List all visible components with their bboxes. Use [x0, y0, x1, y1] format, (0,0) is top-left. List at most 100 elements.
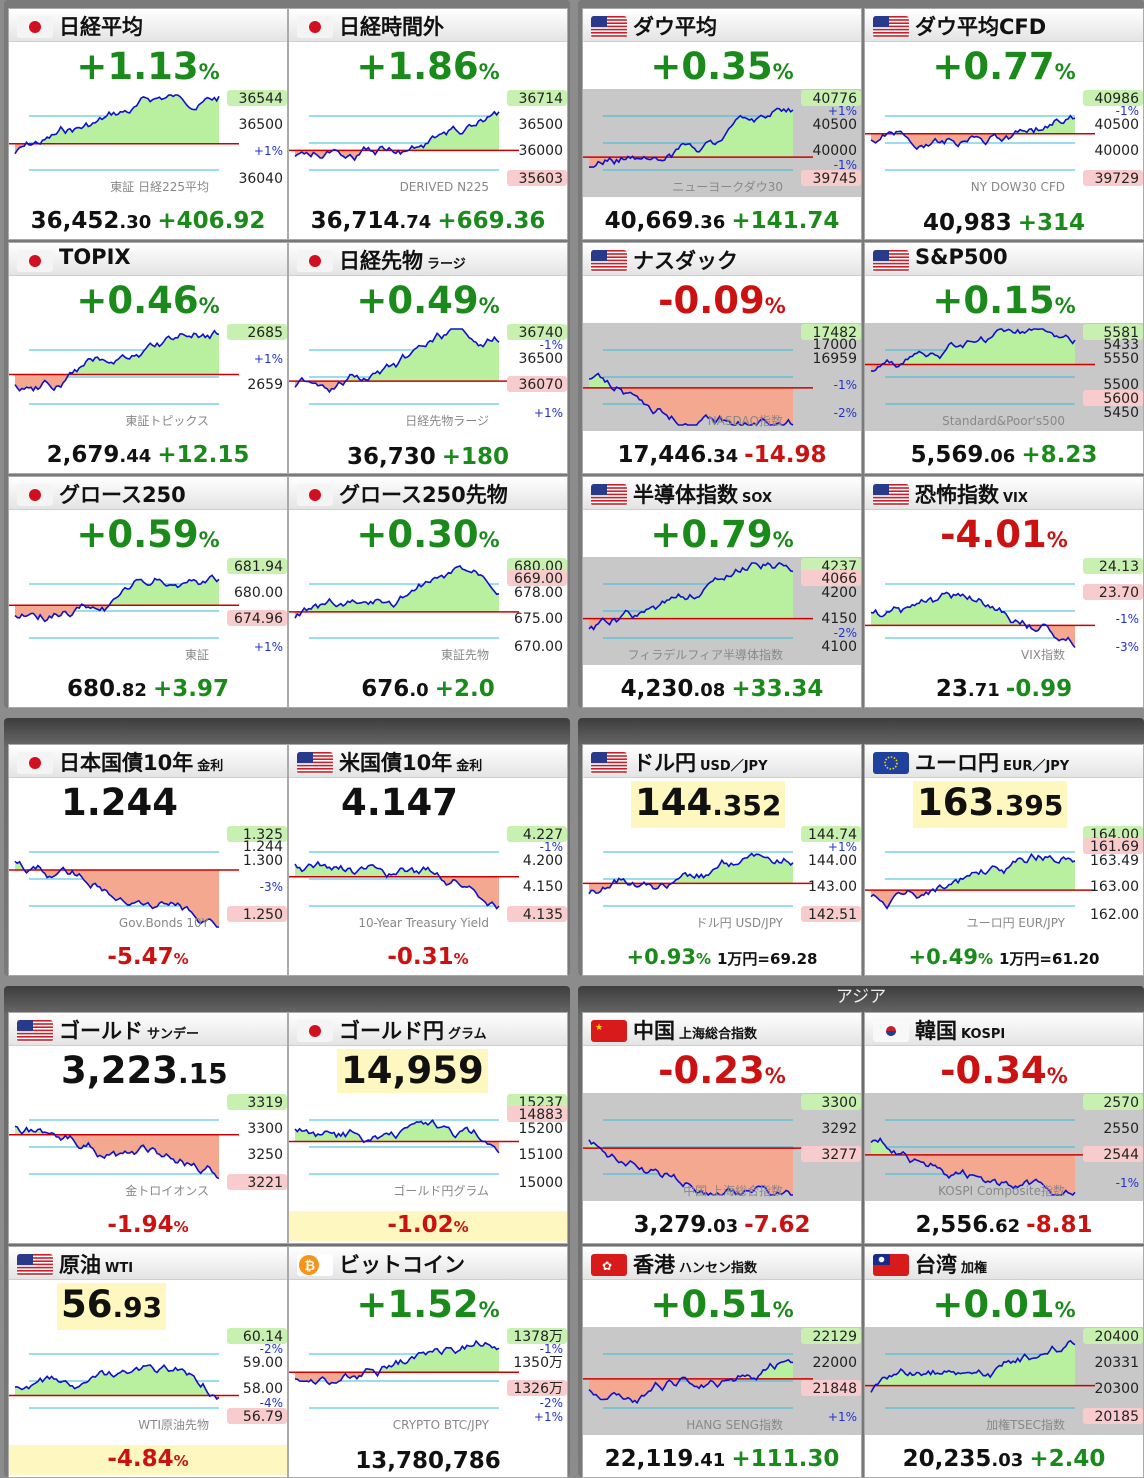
price-chart: ドル円 USD/JPY 144.74 144.00 143.00 142.51 +1% — [583, 826, 861, 930]
market-card-eurjpy[interactable]: ユーロ円 EUR／JPY 163.395 ユーロ円 EUR/JPY 164.00 163.… — [864, 744, 1144, 976]
market-card-oil[interactable]: 原油 WTI 56.93 WTI原油先物 60.14 59.00 58.00 56.79 -2%… — [8, 1246, 288, 1478]
price-chart: 10-Year Treasury Yield 4.227 4.200 4.150 4.1… — [289, 826, 567, 930]
flag-icon — [873, 752, 909, 774]
card-subtitle: KOSPI — [961, 1027, 1006, 1042]
market-card-nikkei[interactable]: 日経平均 +1.13% 東証 日経225平均 36544 36500 +1% 36040 36… — [8, 8, 288, 240]
card-title: 日経時間外 — [339, 15, 444, 39]
market-card-growth250-fut[interactable]: グロース250先物 +0.30% 東証先物 680.00 678.00 675.00 670… — [288, 476, 568, 708]
card-header: グロース250先物 — [289, 477, 567, 510]
market-card-usdjpy[interactable]: ドル円 USD／JPY 144.352 ドル円 USD/JPY 144.74 144.00… — [582, 744, 862, 976]
market-card-growth250[interactable]: グロース250 +0.59% 東証 681.94 680.00 674.96 +1% 680.… — [8, 476, 288, 708]
chart-watermark: Gov.Bonds 10Y — [119, 916, 210, 930]
price-change: +2.40 — [1029, 1446, 1106, 1472]
price-value: 680.82 — [67, 676, 147, 702]
chart-axis-label: 15200 — [518, 1121, 563, 1137]
market-card-dow[interactable]: ダウ平均 +0.35% ニューヨークダウ30 40776 40500 40000 39745… — [582, 8, 862, 240]
chart-axis-label: +1% — [254, 144, 283, 158]
chart-axis-label: 161.69 — [1090, 839, 1139, 855]
percent-change: +0.46% — [76, 279, 220, 322]
current-value: 14,959 — [337, 1049, 488, 1093]
card-header: 原油 WTI — [9, 1247, 287, 1280]
price-row: 680.82 +3.97 — [9, 675, 287, 705]
chart-watermark: フィラデルフィア半導体指数 — [627, 647, 783, 662]
market-card-hk[interactable]: ✿ 香港 ハンセン指数 +0.51% HANG SENG指数 22129 22000 2184… — [582, 1246, 862, 1478]
market-card-gold-jpy[interactable]: ゴールド円 グラム 14,959 ゴールド円グラム 15237 15200 15100 150… — [288, 1012, 568, 1244]
chart-watermark: VIX指数 — [1021, 647, 1065, 662]
price-chart: WTI原油先物 60.14 59.00 58.00 56.79 -2% -4% — [9, 1328, 287, 1432]
percent-change: +1.86% — [356, 45, 500, 88]
market-card-nikkei-fut[interactable]: 日経先物 ラージ +0.49% 日経先物ラージ 36740 36500 36070 +1% -1… — [288, 242, 568, 474]
percent-change: -1.02% — [289, 1211, 567, 1241]
chart-axis-label: 24.13 — [1099, 559, 1139, 575]
market-card-sox[interactable]: 半導体指数 SOX +0.79% フィラデルフィア半導体指数 4237 4200 4150 4… — [582, 476, 862, 708]
chart-axis-label: 20400 — [1094, 1329, 1139, 1345]
card-subtitle: サンデー — [147, 1027, 200, 1042]
chart-watermark: Standard&Poor's500 — [942, 414, 1065, 428]
chart-watermark: ユーロ円 EUR/JPY — [967, 916, 1066, 930]
card-subtitle: SOX — [742, 491, 772, 506]
price-change: -0.99 — [1005, 676, 1073, 702]
market-card-korea[interactable]: 韓国 KOSPI -0.34% KOSPI Composite指数 2570 2550 25… — [864, 1012, 1144, 1244]
flag-icon — [297, 250, 333, 272]
card-header: 日経平均 — [9, 9, 287, 42]
market-card-ust10[interactable]: 米国債10年 金利 4.147 10-Year Treasury Yield 4.227… — [288, 744, 568, 976]
price-value: 676.0 — [361, 676, 429, 702]
chart-axis-label: 1326万 — [513, 1381, 563, 1397]
card-header: ダウ平均 — [583, 9, 861, 42]
price-chart: CRYPTO BTC/JPY 1378万 1350万 1326万 +1% -1% -2% — [289, 1328, 567, 1432]
chart-watermark: CRYPTO BTC/JPY — [393, 1418, 490, 1432]
market-card-topix[interactable]: TOPIX +0.46% 東証トピックス 2685 +1% 2659 2,679.44 +12… — [8, 242, 288, 474]
chart-axis-label: 681.94 — [234, 559, 283, 575]
chart-axis-label: 4.135 — [523, 907, 563, 923]
market-card-bitcoin[interactable]: ₿ ビットコイン +1.52% CRYPTO BTC/JPY 1378万 1350万 132… — [288, 1246, 568, 1478]
price-row: 40,983 +314 — [865, 209, 1143, 237]
card-subtitle: ハンセン指数 — [679, 1261, 758, 1276]
price-chart: 東証 日経225平均 36544 36500 +1% 36040 — [9, 90, 287, 194]
price-change: +33.34 — [731, 676, 824, 702]
flag-icon — [17, 752, 53, 774]
price-change: +111.30 — [731, 1446, 840, 1472]
price-row: 22,119.41 +111.30 — [583, 1445, 861, 1475]
chart-axis-label: 3221 — [247, 1175, 283, 1191]
svg-text:✿: ✿ — [602, 1259, 612, 1273]
chart-axis-label: 3250 — [247, 1147, 283, 1163]
percent-change: -4.84% — [9, 1445, 287, 1475]
market-card-gold[interactable]: ゴールド サンデー 3,223.15 金トロイオンス 3319 3300 3250 3221 -… — [8, 1012, 288, 1244]
price-value: 4,230.08 — [620, 676, 726, 702]
flag-icon — [591, 250, 627, 272]
price-chart: HANG SENG指数 22129 22000 21848 +1% — [583, 1327, 861, 1435]
chart-axis-label: 3319 — [247, 1095, 283, 1111]
card-subtitle: 上海総合指数 — [679, 1027, 758, 1042]
price-row: 20,235.03 +2.40 — [865, 1445, 1143, 1475]
percent-change: +0.49% — [356, 279, 500, 322]
chart-axis-label: 20331 — [1094, 1355, 1139, 1371]
chart-watermark: NY DOW30 CFD — [971, 180, 1065, 194]
flag-icon — [873, 484, 909, 506]
market-card-taiwan[interactable]: 台湾 加権 +0.01% 加権TSEC指数 20400 20331 20300 20185 20… — [864, 1246, 1144, 1478]
market-card-vix[interactable]: 恐怖指数 VIX -4.01% VIX指数 24.13 23.70 -1% -3% 23.71-… — [864, 476, 1144, 708]
svg-text:★: ★ — [595, 1023, 603, 1033]
price-change: +8.23 — [1021, 442, 1098, 468]
chart-axis-label: 4200 — [821, 585, 857, 601]
price-value: 2,679.44 — [46, 442, 152, 468]
chart-axis-label: 1350万 — [513, 1355, 563, 1371]
card-subtitle: グラム — [448, 1027, 487, 1042]
card-subtitle: 加権 — [961, 1261, 988, 1276]
price-row: 5,569.06 +8.23 — [865, 441, 1143, 471]
market-card-sp500[interactable]: S&P500 +0.15% Standard&Poor's500 5581 5550 55… — [864, 242, 1144, 474]
chart-axis-label: 163.00 — [1090, 879, 1139, 895]
flag-icon — [297, 752, 333, 774]
market-card-jgb10[interactable]: 日本国債10年 金利 1.244 Gov.Bonds 10Y 1.325 1.300 -3%… — [8, 744, 288, 976]
market-card-nasdaq[interactable]: ナスダック -0.09% NASDAQ指数 17482 16959 -1% -2% 17000… — [582, 242, 862, 474]
price-value: 5,569.06 — [910, 442, 1016, 468]
chart-axis-label: -2% — [834, 626, 857, 640]
price-value: 13,780,786 — [355, 1448, 501, 1474]
market-card-dow-cfd[interactable]: ダウ平均CFD +0.77% NY DOW30 CFD 40986 40500 40000… — [864, 8, 1144, 240]
percent-change: -0.34% — [940, 1049, 1068, 1092]
market-card-nikkei-after[interactable]: 日経時間外 +1.86% DERIVED N225 36714 36500 36000 35… — [288, 8, 568, 240]
market-card-china[interactable]: ★ 中国 上海総合指数 -0.23% 中国 上海総合指数 3300 3292 3277 3,27… — [582, 1012, 862, 1244]
card-title: TOPIX — [59, 245, 131, 269]
percent-change: +0.15% — [932, 279, 1076, 322]
current-value: 1.244 — [61, 781, 179, 824]
price-chart: ニューヨークダウ30 40776 40500 40000 39745 +1% -1% — [583, 89, 861, 197]
